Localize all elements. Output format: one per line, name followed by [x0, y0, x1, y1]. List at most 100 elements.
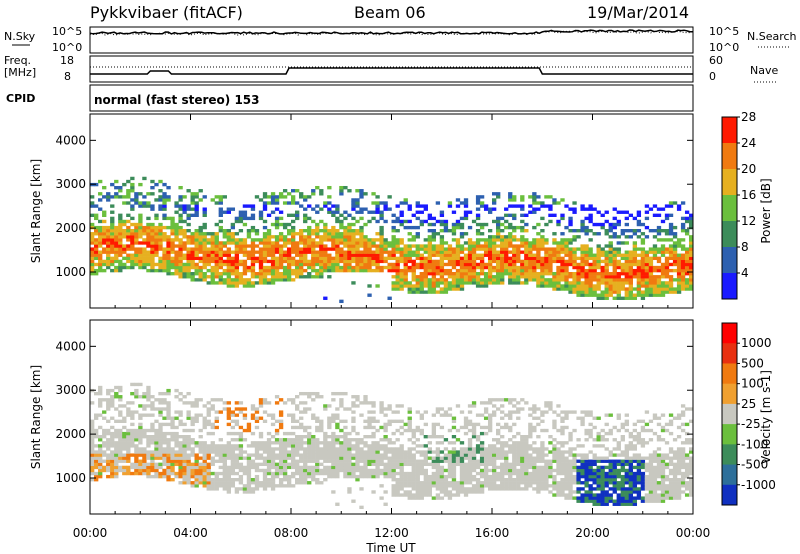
data-cell [528, 259, 533, 264]
data-cell [262, 471, 268, 476]
data-cell [150, 232, 155, 236]
data-cell [604, 290, 609, 294]
data-cell [335, 216, 340, 221]
data-cell [431, 222, 437, 227]
data-cell [363, 462, 368, 467]
data-cell [311, 413, 316, 417]
data-cell [202, 225, 207, 230]
data-cell [564, 247, 569, 251]
data-cell [202, 195, 207, 199]
data-cell [331, 431, 336, 436]
data-cell [118, 213, 123, 217]
data-cell [291, 247, 296, 251]
data-cell [234, 490, 240, 494]
data-cell [274, 256, 280, 261]
data-cell [447, 247, 453, 251]
data-cell [616, 241, 621, 245]
data-cell [459, 459, 465, 463]
data-cell [664, 272, 670, 276]
data-cell [266, 232, 272, 236]
data-cell [608, 235, 613, 239]
data-cell [347, 235, 352, 239]
data-cell [580, 250, 585, 254]
data-cell [451, 419, 457, 423]
data-cell [363, 244, 368, 248]
data-cell [492, 398, 497, 402]
data-cell [632, 275, 638, 279]
data-cell [403, 462, 408, 467]
data-cell [186, 428, 191, 433]
data-cell [487, 241, 493, 245]
data-cell [134, 453, 139, 457]
data-cell [158, 198, 163, 202]
data-cell [552, 213, 557, 217]
data-cell [604, 293, 609, 297]
data-cell [439, 478, 445, 482]
data-cell [230, 481, 236, 485]
data-cell [178, 265, 183, 270]
data-cell [291, 272, 296, 276]
data-cell [355, 253, 360, 257]
data-cell [363, 425, 368, 430]
data-cell [122, 256, 127, 261]
data-cell [459, 481, 465, 485]
data-cell [439, 268, 445, 273]
data-cell [391, 281, 396, 285]
data-cell [266, 450, 272, 454]
data-cell [327, 435, 332, 439]
data-cell [246, 216, 252, 221]
data-cell [343, 456, 348, 460]
data-cell [202, 235, 207, 239]
data-cell [90, 201, 95, 205]
data-cell [455, 219, 461, 224]
data-cell [90, 468, 95, 473]
data-cell [114, 444, 119, 448]
data-cell [395, 262, 400, 267]
data-cell [419, 210, 424, 214]
data-cell [508, 444, 513, 448]
data-cell [524, 238, 529, 242]
data-cell [427, 256, 432, 261]
data-cell [483, 481, 489, 485]
data-cell [226, 250, 231, 254]
data-cell [632, 293, 638, 297]
data-cell [483, 478, 489, 482]
data-cell [668, 256, 674, 261]
data-cell [214, 238, 219, 242]
data-cell [210, 235, 215, 239]
data-cell [98, 192, 103, 196]
data-cell [520, 398, 525, 402]
data-cell [134, 256, 139, 261]
data-cell [487, 229, 493, 233]
data-cell [94, 450, 99, 454]
data-cell [544, 281, 549, 285]
data-cell [166, 407, 171, 411]
data-cell [668, 213, 674, 217]
data-cell [146, 229, 151, 233]
data-cell [258, 265, 264, 270]
data-cell [190, 438, 195, 442]
data-cell [487, 462, 493, 467]
data-cell [556, 250, 561, 254]
data-cell [158, 265, 163, 270]
data-cell [536, 422, 541, 427]
data-cell [371, 210, 376, 214]
data-cell [210, 425, 215, 430]
data-cell [106, 250, 111, 254]
data-cell [202, 275, 207, 279]
data-cell [596, 244, 601, 248]
data-cell [291, 219, 296, 224]
data-cell [335, 453, 340, 457]
data-cell [475, 450, 481, 454]
data-cell [150, 395, 155, 399]
data-cell [182, 459, 187, 463]
data-cell [455, 268, 461, 273]
data-cell [166, 438, 171, 442]
data-cell [339, 250, 344, 254]
data-cell [568, 259, 573, 264]
data-cell [395, 219, 400, 224]
data-cell [431, 244, 437, 248]
data-cell [150, 459, 155, 463]
data-cell [142, 176, 147, 181]
